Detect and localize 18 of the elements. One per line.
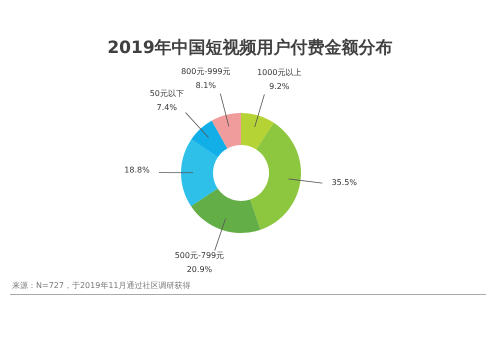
data-label: 20.9% — [186, 264, 213, 274]
source-note: 来源：N=727，于2019年11月通过社区调研获得 — [12, 280, 190, 291]
slice-label: 50元以下 — [150, 89, 184, 98]
slice-label: 1000元以上 — [257, 68, 302, 77]
data-label: 9.2% — [269, 82, 290, 91]
donut-slice — [250, 122, 301, 230]
donut-slice — [191, 188, 260, 233]
data-label: 18.8% — [124, 166, 150, 175]
donut-slice — [191, 120, 228, 158]
donut-slice — [181, 139, 218, 206]
donut-slice — [241, 113, 274, 150]
chart-title: 2019年中国短视频用户付费金额分布 — [106, 37, 394, 59]
slice-label: 500元-799元 — [174, 250, 224, 260]
data-label: 35.5% — [332, 178, 358, 187]
data-label: 8.1% — [196, 81, 216, 90]
slice-label: 800元-999元 — [181, 67, 231, 76]
data-label: 7.4% — [156, 103, 178, 112]
donut-slice — [212, 113, 241, 149]
